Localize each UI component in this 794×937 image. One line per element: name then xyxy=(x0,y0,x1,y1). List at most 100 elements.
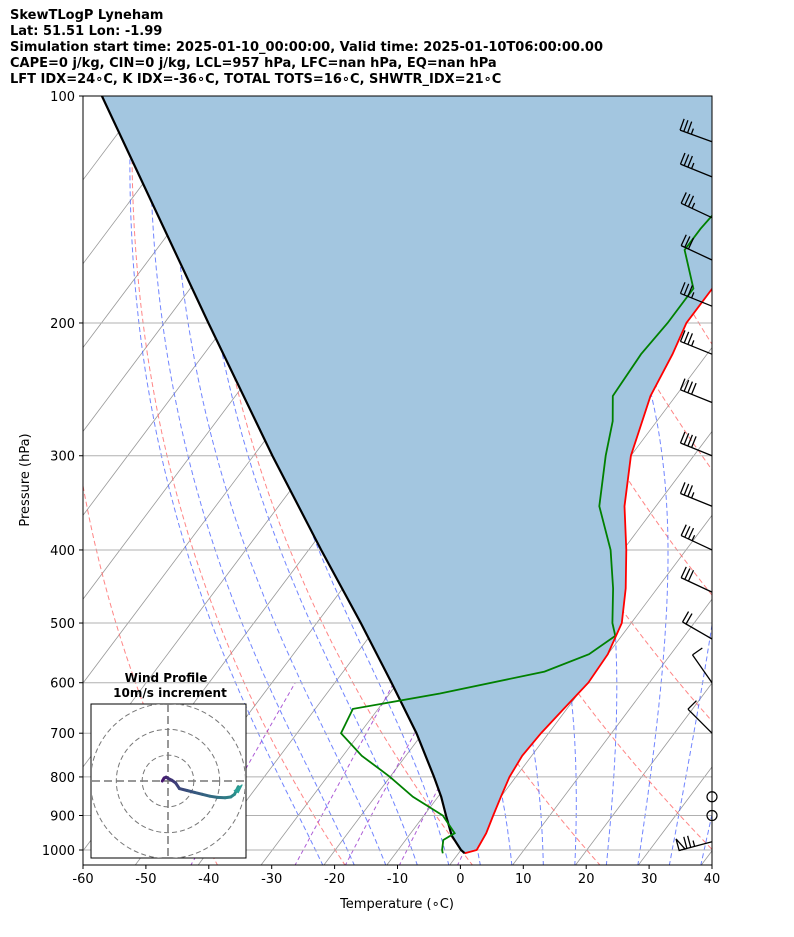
y-tick-label: 900 xyxy=(50,809,75,824)
hodograph-title: Wind Profile xyxy=(125,671,208,685)
barb-half-feather xyxy=(690,292,695,299)
temperature-profile-line xyxy=(464,287,712,855)
barb-full-feather xyxy=(685,613,693,625)
y-tick-label: 400 xyxy=(50,544,75,559)
barb-staff xyxy=(682,621,713,640)
barb-full-feather xyxy=(692,647,703,656)
barb-full-feather xyxy=(679,152,686,165)
moist-adiabat-line xyxy=(700,812,712,865)
dewpoint-profile-line xyxy=(339,214,712,854)
barb-staff xyxy=(680,340,713,355)
wind-barb xyxy=(680,192,713,219)
isotherm-line xyxy=(449,514,712,865)
x-tick-label: -40 xyxy=(198,872,219,887)
barb-half-feather xyxy=(692,840,696,847)
moist-adiabat-line xyxy=(220,96,450,865)
x-tick-label: 30 xyxy=(641,872,658,887)
barb-full-feather xyxy=(686,121,693,134)
barb-full-feather xyxy=(679,282,686,294)
wind-barb xyxy=(679,152,713,178)
wind-barb xyxy=(680,234,713,261)
dry-adiabat-line xyxy=(197,96,474,865)
y-tick-label: 300 xyxy=(50,450,75,465)
barb-full-feather xyxy=(684,236,691,248)
barb-full-feather xyxy=(679,482,686,494)
chart-header: SkewTLogP Lyneham Lat: 51.51 Lon: -1.99 … xyxy=(10,8,603,88)
barb-half-feather xyxy=(690,128,694,135)
x-tick-label: -30 xyxy=(261,872,282,887)
barb-full-feather xyxy=(687,434,693,447)
barb-full-feather xyxy=(687,285,693,297)
barb-staff xyxy=(680,163,713,178)
barb-full-feather xyxy=(687,195,695,207)
barb-half-feather xyxy=(690,340,695,347)
simulation-times: Simulation start time: 2025-01-10_00:00:… xyxy=(10,40,603,55)
barb-full-feather xyxy=(687,381,693,394)
barb-full-feather xyxy=(687,333,693,345)
barb-staff xyxy=(680,492,713,507)
barb-full-feather xyxy=(679,431,686,444)
barb-full-feather xyxy=(687,485,693,497)
wind-barb xyxy=(679,118,713,143)
barb-half-feather xyxy=(691,202,696,209)
wind-barb xyxy=(681,611,713,640)
barb-staff xyxy=(679,129,713,143)
barb-full-feather xyxy=(683,331,690,344)
chart-title: SkewTLogP Lyneham xyxy=(10,8,164,23)
x-tick-label: -10 xyxy=(387,872,408,887)
barb-staff xyxy=(680,577,713,593)
y-tick-label: 200 xyxy=(50,317,75,332)
y-tick-label: 700 xyxy=(50,727,75,742)
wind-barb xyxy=(679,282,713,307)
barb-full-feather xyxy=(683,283,690,296)
barb-full-feather xyxy=(683,433,690,445)
barb-full-feather xyxy=(680,524,687,536)
isotherm-line xyxy=(83,96,210,265)
wind-barb xyxy=(679,378,713,404)
barb-flag xyxy=(675,838,687,852)
barb-full-feather xyxy=(683,836,688,849)
x-tick-label: 40 xyxy=(704,872,721,887)
barb-staff xyxy=(680,202,713,219)
barb-full-feather xyxy=(687,570,695,582)
barb-full-feather xyxy=(683,154,690,166)
barb-full-feather xyxy=(687,237,695,250)
x-tick-label: -50 xyxy=(135,872,156,887)
barb-full-feather xyxy=(679,330,686,342)
x-tick-label: 20 xyxy=(578,872,595,887)
barb-full-feather xyxy=(680,234,687,246)
barb-staff xyxy=(680,292,713,307)
y-tick-label: 500 xyxy=(50,617,75,632)
cape-cin-shading xyxy=(101,96,712,854)
wind-barb xyxy=(679,482,713,507)
y-axis-label: Pressure (hPa) xyxy=(18,433,33,526)
barb-full-feather xyxy=(683,120,689,132)
x-tick-label: -20 xyxy=(324,872,345,887)
convective-indices: CAPE=0 j/kg, CIN=0 j/kg, LCL=957 hPa, LF… xyxy=(10,56,497,71)
barb-full-feather xyxy=(680,566,687,579)
moist-adiabat-line xyxy=(129,96,324,865)
barb-full-feather xyxy=(684,526,691,538)
hodograph-arrowhead xyxy=(233,784,243,794)
x-tick-label: 0 xyxy=(456,872,464,887)
barb-staff xyxy=(680,534,713,551)
hodograph-inset: Wind Profile 10m/s increment xyxy=(90,671,247,859)
dry-adiabat-line xyxy=(784,96,794,866)
stability-indices: LFT IDX=24∘C, K IDX=-36∘C, TOTAL TOTS=16… xyxy=(10,72,502,87)
barb-full-feather xyxy=(687,155,693,168)
moist-adiabat-line xyxy=(668,96,712,865)
y-tick-label: 600 xyxy=(50,677,75,692)
barb-full-feather xyxy=(684,193,691,206)
barb-half-feather xyxy=(691,534,696,541)
barb-staff xyxy=(680,442,713,457)
barb-staff xyxy=(680,389,713,404)
barb-full-feather xyxy=(683,483,690,496)
barb-staff xyxy=(680,245,713,261)
isotherm-line xyxy=(575,682,712,865)
barb-full-feather xyxy=(687,700,697,710)
dry-adiabat-line xyxy=(131,96,346,865)
moist-adiabat-line xyxy=(194,96,418,865)
mixing-ratio-line xyxy=(294,682,395,865)
barb-full-feather xyxy=(680,192,687,204)
